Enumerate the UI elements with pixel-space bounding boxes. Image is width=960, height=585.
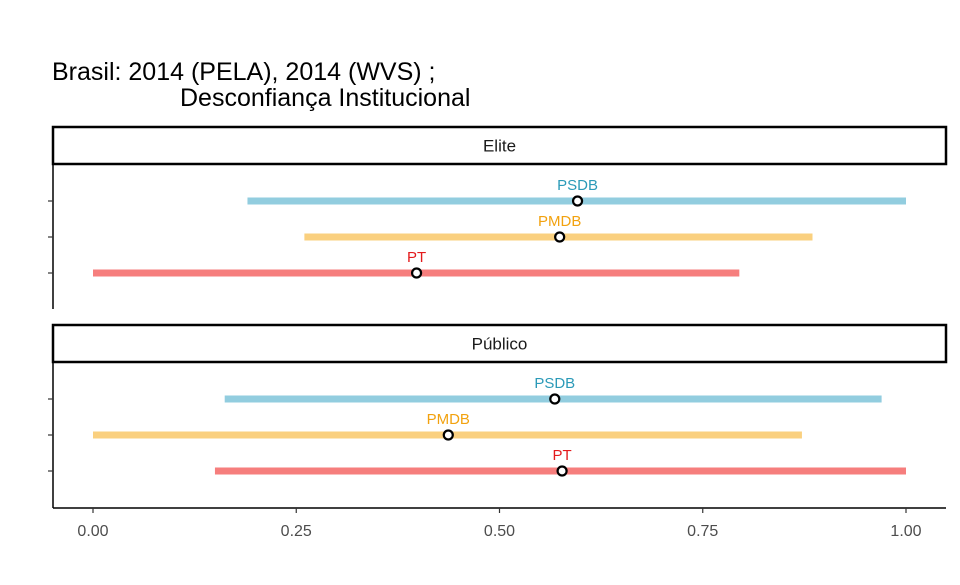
x-tick-label: 0.25 <box>281 523 312 540</box>
x-axis: 0.00 0.25 0.50 0.75 1.00 <box>53 507 946 540</box>
estimate-point <box>556 465 568 477</box>
estimate-point <box>554 231 566 243</box>
estimate-point <box>410 267 423 279</box>
x-tick-label: 0.50 <box>484 523 515 540</box>
panel-1: Público PSDB PMDB PT <box>48 323 948 508</box>
party-label: PMDB <box>427 411 470 428</box>
x-tick-label: 0.75 <box>687 523 718 540</box>
facet-strip <box>51 125 948 166</box>
estimate-point <box>442 429 454 441</box>
party-label: PMDB <box>538 213 581 230</box>
panel-0: Elite PSDB PMDB PT <box>48 125 948 309</box>
estimate-point <box>549 393 561 405</box>
chart-title: Brasil: 2014 (PELA), 2014 (WVS) ; <box>52 58 435 86</box>
x-tick-label: 1.00 <box>890 523 921 540</box>
facet-label: Elite <box>483 137 516 156</box>
party-label: PT <box>407 249 426 266</box>
party-label: PSDB <box>534 375 575 392</box>
panels-group: Elite PSDB PMDB PT Público PSDB PMDB PT <box>48 125 948 508</box>
estimate-point <box>571 195 584 207</box>
facet-label: Público <box>472 335 528 354</box>
facet-strip <box>51 323 948 364</box>
chart-subtitle: Desconfiança Institucional <box>180 84 470 112</box>
x-tick-label: 0.00 <box>77 523 108 540</box>
party-label: PSDB <box>557 177 598 194</box>
party-label: PT <box>553 447 572 464</box>
